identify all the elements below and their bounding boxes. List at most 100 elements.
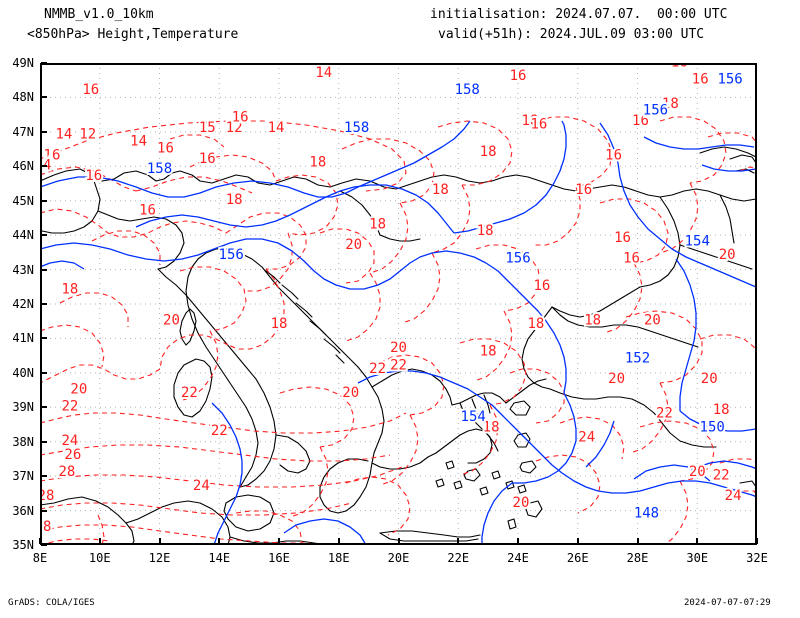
y-tick-label: 37N bbox=[12, 469, 34, 484]
contour-label-halo: 18 bbox=[522, 113, 539, 129]
temperature-contour-label: 18 bbox=[369, 216, 386, 232]
contour-label-halo: 14 bbox=[315, 65, 332, 81]
x-tick-mark bbox=[337, 538, 340, 544]
contour-label-halo: 18 bbox=[369, 216, 386, 232]
contour-label-halo: 16 bbox=[575, 182, 592, 198]
x-tick-mark bbox=[517, 538, 519, 544]
contour-label-halo: 22 bbox=[61, 399, 78, 415]
contour-label-halo: 16 bbox=[85, 168, 102, 184]
y-tick-label: 49N bbox=[12, 56, 34, 70]
temperature-contour-label: 15 bbox=[199, 120, 216, 136]
contour-label-halo: 18 bbox=[483, 419, 500, 435]
contour-label-halo: 20 bbox=[345, 237, 362, 253]
contour-label-halo: 16 bbox=[632, 113, 649, 129]
temperature-contour-label: 14 bbox=[130, 134, 147, 150]
x-tick-label: 28E bbox=[626, 551, 649, 565]
contour-label-halo: 24 bbox=[725, 488, 742, 504]
temperature-contour-label: 24 bbox=[61, 433, 78, 449]
footer-timestamp: 2024-07-07-07:29 bbox=[684, 598, 771, 608]
contour-label-halo: 16 bbox=[82, 82, 99, 98]
y-tick-label: 38N bbox=[12, 434, 34, 449]
contour-label-halo: 22 bbox=[656, 406, 673, 422]
contour-label-halo: 154 bbox=[685, 233, 710, 249]
temperature-contour-label: 16 bbox=[605, 147, 622, 163]
temperature-contour-label: 16 bbox=[692, 72, 709, 88]
contour-label-halo: 18 bbox=[662, 96, 679, 112]
initialisation-time: initialisation: 2024.07.07. 00:00 UTC bbox=[430, 7, 728, 22]
y-tick-mark bbox=[41, 268, 47, 271]
temperature-contour-label: 16 bbox=[232, 110, 249, 126]
x-tick-label: 14E bbox=[208, 551, 231, 565]
contour-label-halo: 156 bbox=[219, 247, 244, 263]
contour-label-halo: 22 bbox=[369, 361, 386, 377]
x-tick-label: 12E bbox=[148, 551, 171, 565]
contour-label-halo: 16 bbox=[232, 110, 249, 126]
x-tick-label: 10E bbox=[88, 551, 111, 565]
contour-label-halo: 22 bbox=[713, 468, 730, 484]
contour-label-halo: 16 bbox=[510, 68, 527, 84]
contour-label-halo: 16 bbox=[44, 147, 61, 163]
contour-label-halo: 15 bbox=[199, 120, 216, 136]
contour-label-halo: 28 bbox=[40, 488, 54, 504]
temperature-contour-label: 20 bbox=[719, 247, 736, 263]
temperature-contour-label: 18 bbox=[226, 192, 243, 208]
height-contour-label: 158 bbox=[147, 161, 172, 177]
contour-label-halo: 18 bbox=[271, 316, 288, 332]
y-tick-label: 47N bbox=[12, 124, 34, 139]
contour-label-layer: 1616141416161616161618181414121215151212… bbox=[40, 63, 745, 537]
temperature-contour-label: 26 bbox=[64, 447, 81, 463]
contour-label-halo: 22 bbox=[390, 357, 407, 373]
x-tick-mark bbox=[457, 538, 460, 544]
temperature-contour-label: 14 bbox=[55, 127, 72, 143]
contour-label-halo: 18 bbox=[527, 316, 544, 332]
temperature-contour-label: 20 bbox=[163, 313, 180, 329]
contour-label-halo: 24 bbox=[61, 433, 78, 449]
temperature-contour-label: 28 bbox=[40, 488, 54, 504]
contour-label-halo: 20 bbox=[513, 495, 530, 511]
contour-map-canvas: 1616141416161616161618181414121215151212… bbox=[40, 63, 757, 545]
contour-label-halo: 28 bbox=[58, 464, 75, 480]
contour-label-halo: 154 bbox=[461, 409, 486, 425]
y-tick-mark bbox=[41, 440, 47, 443]
contour-label-halo: 158 bbox=[147, 161, 172, 177]
contour-label-halo: 24 bbox=[193, 478, 210, 494]
height-contour-label: 156 bbox=[219, 247, 244, 263]
contour-label-halo: 20 bbox=[701, 371, 718, 387]
y-tick-mark bbox=[41, 165, 47, 168]
contour-label-halo: 24 bbox=[578, 430, 595, 446]
contour-label-halo: 16 bbox=[692, 72, 709, 88]
contour-label-halo: 12 bbox=[79, 127, 96, 143]
temperature-contour-label: 20 bbox=[345, 237, 362, 253]
y-tick-mark bbox=[41, 337, 47, 340]
temperature-contour-label: 18 bbox=[713, 402, 730, 418]
temperature-contour-label: 22 bbox=[369, 361, 386, 377]
y-tick-mark bbox=[41, 406, 47, 409]
x-tick-mark bbox=[39, 538, 41, 544]
coastline-layer bbox=[40, 146, 757, 545]
temperature-contour-label: 16 bbox=[632, 113, 649, 129]
temperature-contour-label: 16 bbox=[199, 151, 216, 167]
temperature-contour-label: 20 bbox=[70, 382, 87, 398]
temperature-contour-label: 20 bbox=[342, 385, 359, 401]
height-contour-label: 156 bbox=[505, 251, 530, 267]
plot-frame bbox=[40, 63, 757, 545]
x-tick-label: 8E bbox=[32, 551, 48, 565]
y-tick-mark bbox=[41, 199, 47, 202]
x-tick-label: 32E bbox=[746, 551, 768, 565]
contour-label-halo: 18 bbox=[480, 344, 497, 360]
contour-label-halo: 20 bbox=[719, 247, 736, 263]
temperature-contour-label: 20 bbox=[701, 371, 718, 387]
x-tick-mark bbox=[158, 538, 161, 544]
temperature-contour-label: 16 bbox=[44, 147, 61, 163]
y-tick-mark bbox=[41, 62, 47, 64]
contour-label-halo: 16 bbox=[614, 230, 631, 246]
y-tick-mark bbox=[41, 96, 47, 99]
y-tick-label: 41N bbox=[12, 331, 34, 346]
temperature-contour-label: 18 bbox=[477, 223, 494, 239]
temperature-contour-label: 18 bbox=[584, 313, 601, 329]
valid-time: valid(+51h): 2024.JUL.09 03:00 UTC bbox=[438, 27, 705, 42]
y-tick-label: 46N bbox=[12, 159, 34, 174]
field-title: <850hPa> Height,Temperature bbox=[27, 27, 239, 42]
contour-label-halo: 16 bbox=[605, 147, 622, 163]
contour-label-halo: 18 bbox=[61, 282, 78, 298]
